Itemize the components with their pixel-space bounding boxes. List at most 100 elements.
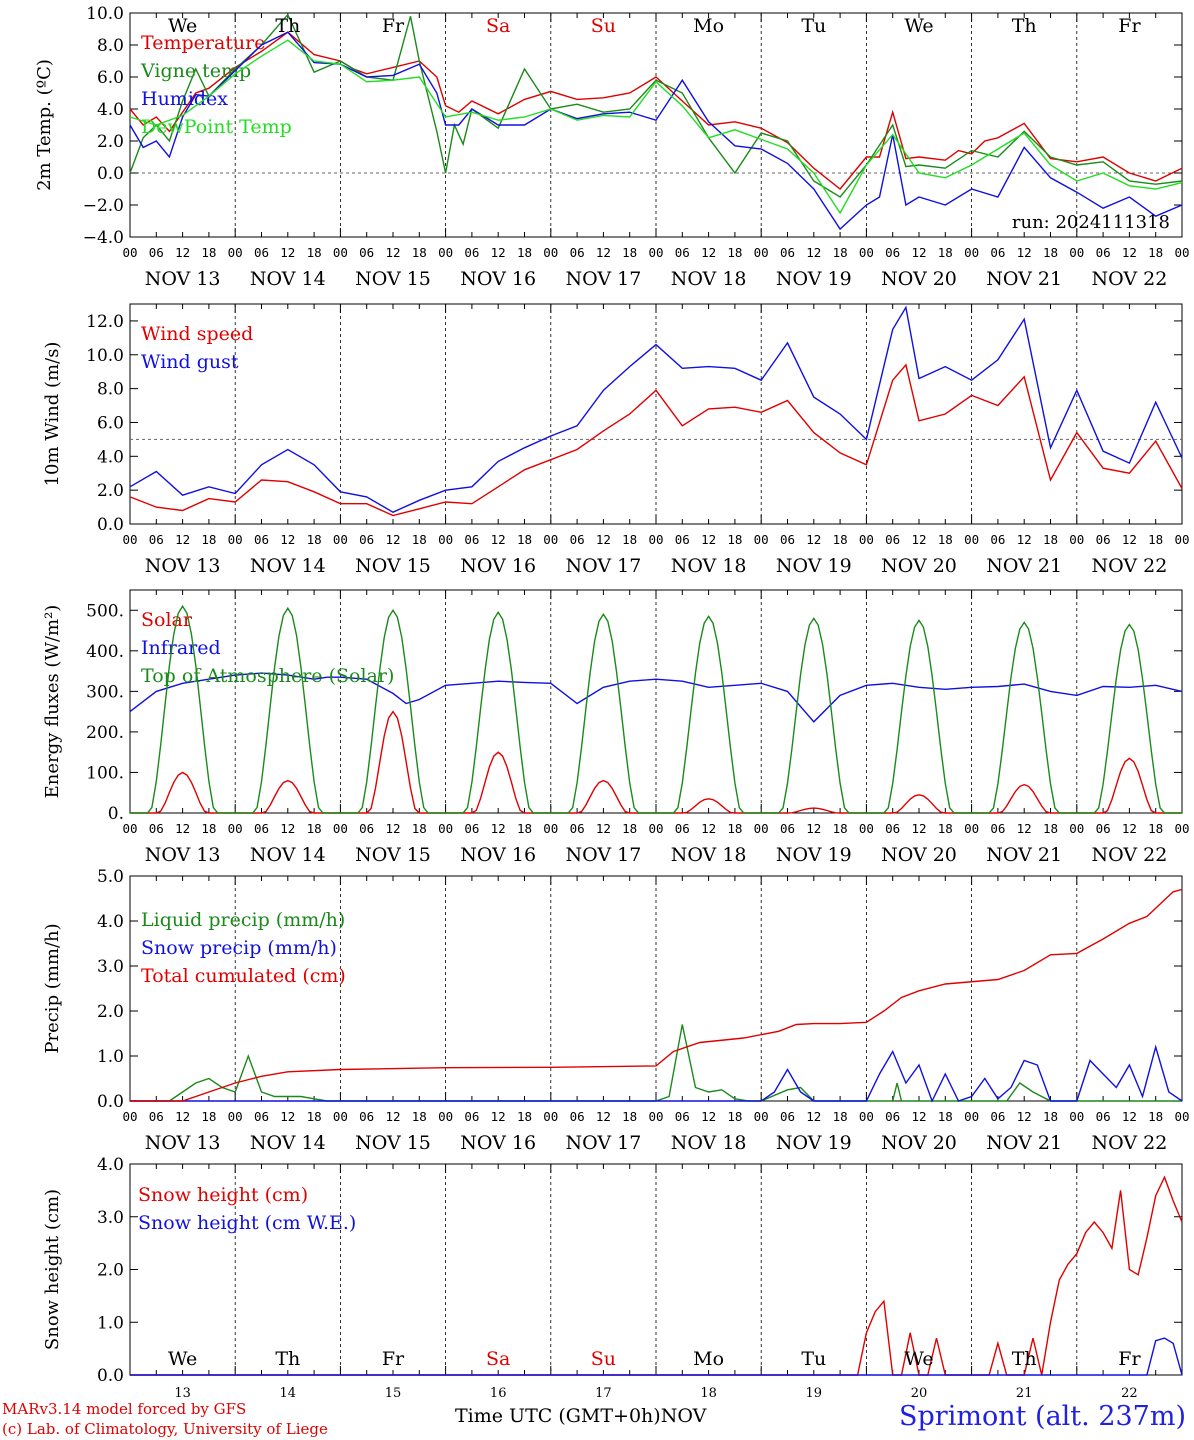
hour-tick-label: 06 (464, 245, 479, 260)
date-label: NOV 19 (776, 1132, 852, 1154)
date-label: NOV 16 (460, 555, 536, 577)
hour-tick-label: 12 (491, 1109, 506, 1124)
hour-tick-label: 06 (885, 1109, 900, 1124)
credit-line-2: (c) Lab. of Climatology, University of L… (2, 1420, 328, 1438)
date-label: NOV 21 (986, 844, 1062, 866)
date-label: NOV 20 (881, 844, 957, 866)
hour-tick-label: 06 (254, 532, 269, 547)
y-axis-label: Precip (mm/h) (42, 923, 63, 1053)
hour-tick-label: 06 (990, 821, 1005, 836)
hour-tick-label: 06 (1096, 821, 1111, 836)
hour-tick-label: 06 (254, 821, 269, 836)
hour-tick-label: 00 (964, 532, 979, 547)
hour-tick-label: 18 (833, 245, 848, 260)
day-name: Mo (693, 15, 724, 37)
hour-tick-label: 00 (859, 821, 874, 836)
hour-tick-label: 18 (1148, 532, 1163, 547)
hour-tick-label: 06 (570, 821, 585, 836)
hour-tick-label: 18 (412, 245, 427, 260)
y-tick-label: −2.0 (83, 196, 124, 216)
hour-tick-label: 18 (1148, 1109, 1163, 1124)
hour-tick-label: 00 (1174, 245, 1189, 260)
y-axis-label: 10m Wind (m/s) (42, 342, 63, 487)
y-tick-label: 300. (86, 682, 124, 702)
hour-tick-label: 18 (833, 1109, 848, 1124)
date-label: NOV 21 (986, 1132, 1062, 1154)
hour-tick-label: 12 (701, 245, 716, 260)
hour-tick-label: 00 (1069, 1109, 1084, 1124)
y-tick-label: 4.0 (97, 912, 124, 932)
legend-snow-height-cm-w-e: Snow height (cm W.E.) (138, 1212, 356, 1234)
date-label: NOV 18 (671, 1132, 747, 1154)
day-name: Fr (382, 15, 405, 37)
hour-tick-label: 18 (727, 821, 742, 836)
date-label: NOV 16 (460, 844, 536, 866)
day-name: Th (275, 1348, 300, 1370)
series-line-dewpoint-temp (129, 39, 1183, 215)
date-label: NOV 18 (671, 268, 747, 290)
hour-tick-label: 00 (859, 532, 874, 547)
day-name: Su (591, 1348, 616, 1370)
series-line-liquid-precip-mm-h (130, 1024, 1182, 1102)
hour-tick-label: 06 (359, 532, 374, 547)
hour-tick-label: 12 (806, 821, 821, 836)
day-name: Fr (1118, 1348, 1141, 1370)
hour-tick-label: 00 (438, 1109, 453, 1124)
hour-tick-label: 12 (175, 1109, 190, 1124)
day-number: 20 (911, 1386, 928, 1400)
hour-tick-label: 12 (280, 1109, 295, 1124)
hour-tick-label: 06 (1096, 1109, 1111, 1124)
y-tick-label: 3.0 (97, 1208, 124, 1228)
hour-tick-label: 12 (280, 532, 295, 547)
hour-tick-label: 00 (964, 1109, 979, 1124)
hour-tick-label: 12 (1122, 821, 1137, 836)
day-name: Tu (801, 1348, 826, 1370)
hour-tick-label: 12 (911, 245, 926, 260)
hour-tick-label: 00 (228, 821, 243, 836)
date-label: NOV 17 (565, 1132, 641, 1154)
date-label: NOV 15 (355, 844, 431, 866)
date-label: NOV 18 (671, 555, 747, 577)
y-axis-label: 2m Temp. (ºC) (34, 59, 55, 191)
hour-tick-label: 06 (570, 245, 585, 260)
day-number: 21 (1016, 1386, 1033, 1400)
run-annotation: run: 2024111318 (1012, 212, 1170, 233)
hour-tick-label: 18 (201, 821, 216, 836)
day-name: Mo (693, 1348, 724, 1370)
legend-snow-precip-mm-h: Snow precip (mm/h) (141, 937, 337, 959)
hour-tick-label: 12 (806, 245, 821, 260)
hour-tick-label: 00 (543, 1109, 558, 1124)
hour-tick-label: 00 (122, 532, 137, 547)
hour-tick-label: 00 (543, 821, 558, 836)
y-tick-label: 0.0 (97, 1366, 124, 1386)
legend-humidex: Humidex (141, 88, 228, 110)
hour-tick-label: 12 (701, 1109, 716, 1124)
hour-tick-label: 00 (754, 532, 769, 547)
series-line-infrared (129, 672, 1183, 723)
y-tick-label: 2.0 (97, 481, 124, 501)
hour-tick-label: 00 (543, 532, 558, 547)
day-number: 15 (385, 1386, 402, 1400)
day-name: Th (1012, 1348, 1037, 1370)
hour-tick-label: 12 (596, 821, 611, 836)
hour-tick-label: 12 (596, 532, 611, 547)
hour-tick-label: 00 (438, 821, 453, 836)
day-number: 18 (700, 1386, 717, 1400)
hour-tick-label: 06 (675, 821, 690, 836)
day-number: 16 (490, 1386, 507, 1400)
y-tick-label: 0.0 (97, 1092, 124, 1112)
legend-wind-gust: Wind gust (141, 351, 239, 373)
hour-tick-label: 00 (754, 1109, 769, 1124)
date-label: NOV 22 (1091, 268, 1167, 290)
hour-tick-label: 12 (806, 1109, 821, 1124)
meteogram: −4.0 −2.0 0.0 2.0 4.0 6.0 8.0 10.0 2m Temp. (ºC)… (34, 4, 1190, 1400)
hour-tick-label: 06 (675, 1109, 690, 1124)
hour-tick-label: 18 (727, 1109, 742, 1124)
hour-tick-label: 00 (228, 532, 243, 547)
date-label: NOV 16 (460, 1132, 536, 1154)
series-line-snow-precip-mm-h (130, 1044, 1183, 1103)
hour-tick-label: 18 (1043, 245, 1058, 260)
hour-tick-label: 12 (491, 245, 506, 260)
y-tick-label: 3.0 (97, 957, 124, 977)
hour-tick-label: 18 (517, 1109, 532, 1124)
